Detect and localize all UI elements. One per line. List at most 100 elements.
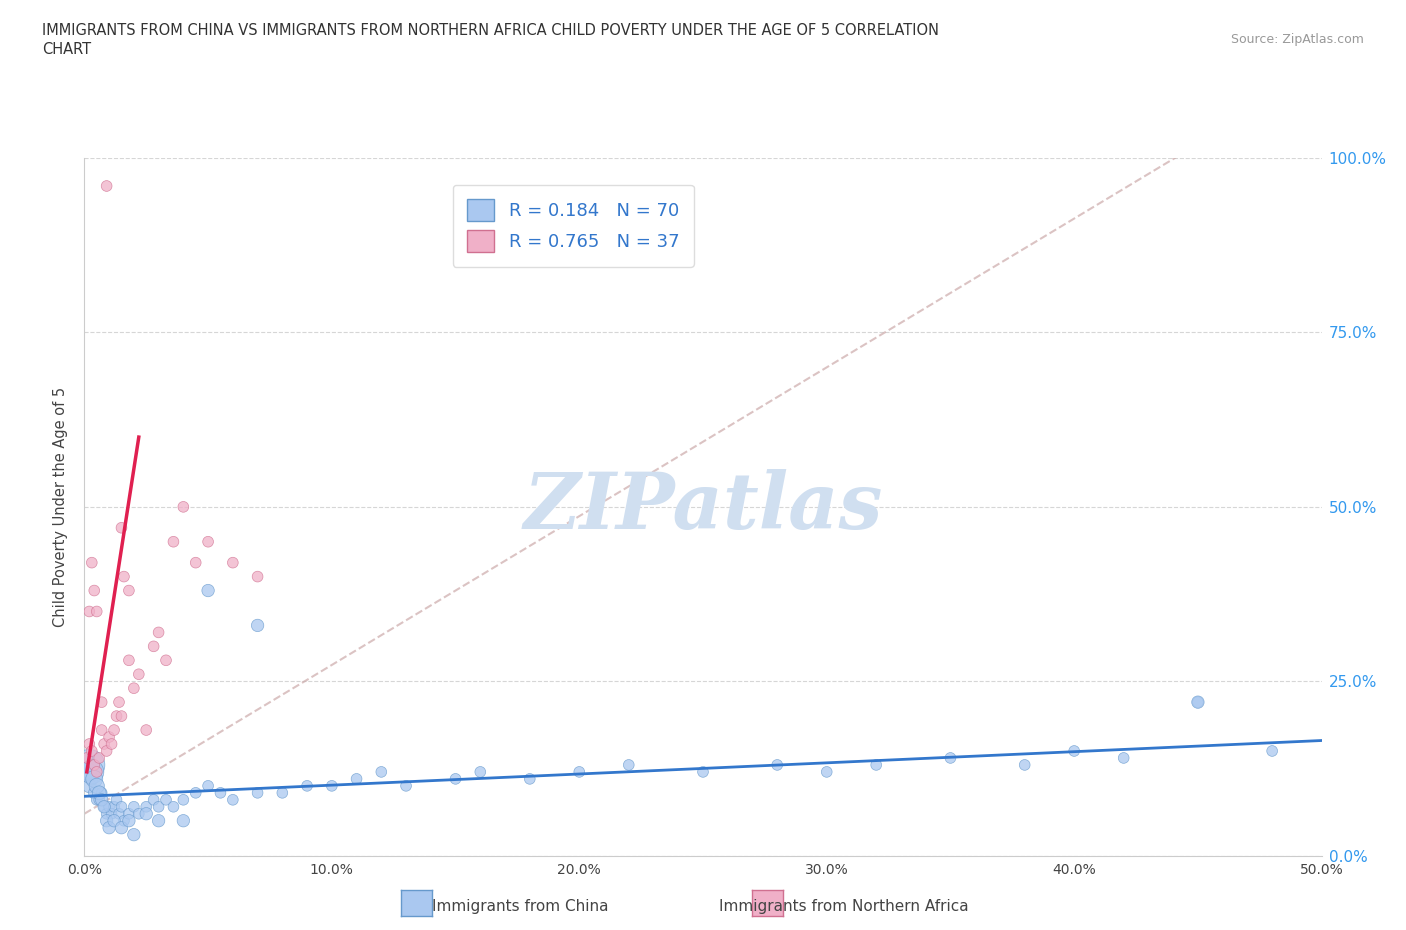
Point xyxy=(80,555,103,570)
Point xyxy=(79,778,101,793)
Point xyxy=(271,785,294,800)
Point xyxy=(568,764,591,779)
Point xyxy=(122,681,145,696)
Point xyxy=(83,772,105,787)
Point xyxy=(80,744,103,759)
Point xyxy=(321,778,343,793)
Point xyxy=(346,772,368,787)
Point xyxy=(1063,744,1085,759)
Point xyxy=(135,806,157,821)
Point xyxy=(246,569,269,584)
Point xyxy=(110,521,132,536)
Point xyxy=(135,723,157,737)
Text: Source: ZipAtlas.com: Source: ZipAtlas.com xyxy=(1230,33,1364,46)
Point xyxy=(79,757,101,772)
Point xyxy=(815,764,838,779)
Point xyxy=(118,806,141,821)
Point xyxy=(96,179,118,193)
Point xyxy=(148,813,170,829)
Point xyxy=(197,534,219,549)
Point xyxy=(1112,751,1135,765)
Point xyxy=(90,695,112,710)
Point xyxy=(135,800,157,815)
Point xyxy=(96,744,118,759)
Point xyxy=(112,813,135,829)
Point xyxy=(86,604,108,619)
Point xyxy=(370,764,392,779)
Point xyxy=(118,583,141,598)
Point xyxy=(86,778,108,793)
Point xyxy=(110,820,132,835)
Point xyxy=(103,723,125,737)
Point xyxy=(155,653,177,668)
Point xyxy=(155,792,177,807)
Point xyxy=(128,667,150,682)
Point xyxy=(105,792,128,807)
Point xyxy=(76,764,98,779)
Point xyxy=(128,806,150,821)
Point xyxy=(246,618,269,633)
Point xyxy=(148,800,170,815)
Point xyxy=(1187,695,1209,710)
Point xyxy=(83,785,105,800)
Point xyxy=(184,555,207,570)
Point xyxy=(197,778,219,793)
Point xyxy=(96,806,118,821)
Point xyxy=(444,772,467,787)
Point xyxy=(83,583,105,598)
Point xyxy=(209,785,232,800)
Point xyxy=(100,806,122,821)
Point xyxy=(172,499,194,514)
Legend: R = 0.184   N = 70, R = 0.765   N = 37: R = 0.184 N = 70, R = 0.765 N = 37 xyxy=(453,184,693,267)
Y-axis label: Child Poverty Under the Age of 5: Child Poverty Under the Age of 5 xyxy=(53,387,69,627)
Point xyxy=(197,583,219,598)
Point xyxy=(96,813,118,829)
Point xyxy=(80,772,103,787)
Point xyxy=(118,653,141,668)
Point xyxy=(617,757,640,772)
Point xyxy=(89,785,111,800)
Point xyxy=(148,625,170,640)
Point xyxy=(110,709,132,724)
Point xyxy=(89,792,111,807)
Point xyxy=(162,800,184,815)
Point xyxy=(1187,695,1209,710)
Point xyxy=(172,813,194,829)
Point xyxy=(122,828,145,843)
Point xyxy=(93,737,115,751)
Point xyxy=(1014,757,1036,772)
Point xyxy=(79,604,101,619)
Point xyxy=(766,757,789,772)
Point xyxy=(118,813,141,829)
Point xyxy=(222,792,245,807)
Point xyxy=(90,785,112,800)
Point xyxy=(939,751,962,765)
Point xyxy=(162,534,184,549)
Point xyxy=(865,757,887,772)
Point xyxy=(103,813,125,829)
Text: Immigrants from China: Immigrants from China xyxy=(432,899,609,914)
Point xyxy=(80,764,103,779)
Point xyxy=(98,800,121,815)
Point xyxy=(108,806,131,821)
Point xyxy=(470,764,492,779)
Point xyxy=(184,785,207,800)
Point xyxy=(86,764,108,779)
Point xyxy=(222,555,245,570)
Point xyxy=(1261,744,1284,759)
Point xyxy=(692,764,714,779)
Point xyxy=(295,778,318,793)
Point xyxy=(90,792,112,807)
Point xyxy=(90,723,112,737)
Text: Immigrants from Northern Africa: Immigrants from Northern Africa xyxy=(718,899,969,914)
Point xyxy=(142,792,165,807)
Point xyxy=(86,792,108,807)
Text: CHART: CHART xyxy=(42,42,91,57)
Point xyxy=(105,709,128,724)
Point xyxy=(110,800,132,815)
Text: IMMIGRANTS FROM CHINA VS IMMIGRANTS FROM NORTHERN AFRICA CHILD POVERTY UNDER THE: IMMIGRANTS FROM CHINA VS IMMIGRANTS FROM… xyxy=(42,23,939,38)
Point xyxy=(519,772,541,787)
Point xyxy=(142,639,165,654)
Point xyxy=(93,800,115,815)
Point xyxy=(98,729,121,744)
